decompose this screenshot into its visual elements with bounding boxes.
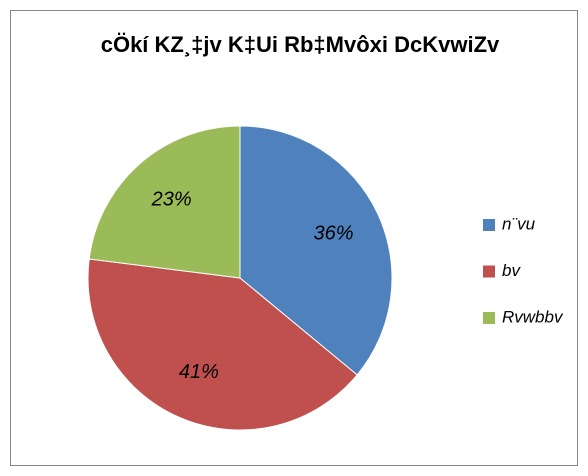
pie-slice: [87, 258, 358, 431]
legend-swatch: [483, 312, 495, 324]
legend-label: bv: [502, 261, 521, 280]
chart-title: cÖkí KZ¸‡jv K‡Ui Rb‡Mvôxi DcKvwiZv: [101, 32, 500, 57]
pie-slice: [88, 125, 241, 279]
legend-label: Rvwbbv: [502, 307, 564, 326]
pie-slice: [239, 125, 393, 376]
data-label: 36%: [314, 222, 354, 244]
data-label: 41%: [179, 361, 219, 383]
legend-label: n¨vu: [502, 214, 536, 233]
legend-swatch: [483, 219, 495, 231]
data-label: 23%: [151, 189, 192, 211]
legend-swatch: [483, 265, 495, 278]
